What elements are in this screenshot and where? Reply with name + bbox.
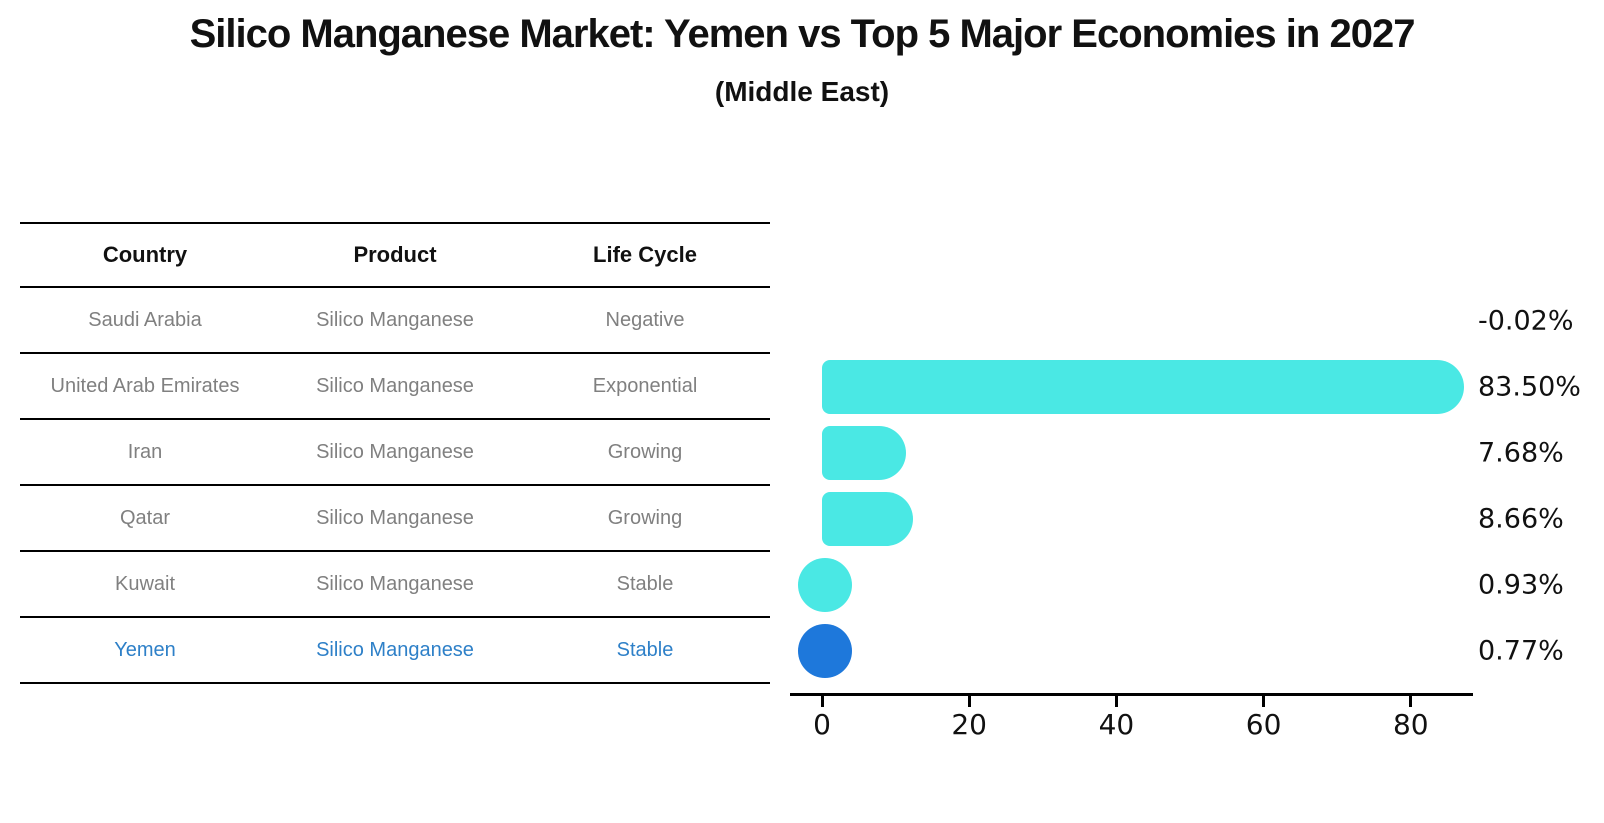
table-body: Saudi Arabia Silico Manganese Negative Unit… [20, 288, 770, 684]
bar-value-label: 0.93% [1478, 569, 1564, 601]
table-header-life-cycle: Life Cycle [593, 242, 697, 267]
page-subtitle: (Middle East) [714, 76, 890, 107]
bar-value-label: 0.77% [1478, 635, 1564, 667]
cell-product: Silico Manganese [316, 308, 474, 331]
cell-life-cycle: Stable [616, 638, 674, 661]
cell-country: Saudi Arabia [88, 308, 202, 331]
cell-product: Silico Manganese [316, 572, 474, 595]
chart-bar [797, 624, 852, 678]
x-axis-tick [1409, 696, 1413, 707]
bar-value-label: 83.50% [1478, 371, 1581, 403]
x-axis-tick [820, 696, 824, 707]
cell-life-cycle: Exponential [592, 374, 698, 397]
table-row: Yemen Silico Manganese Stable [20, 618, 770, 684]
x-axis-tick [1114, 696, 1118, 707]
cell-country: Kuwait [114, 572, 176, 595]
chart-bar [798, 558, 853, 612]
table-row: Kuwait Silico Manganese Stable [20, 552, 770, 618]
table-row: Saudi Arabia Silico Manganese Negative [20, 288, 770, 354]
cell-country: Iran [127, 440, 163, 463]
cell-country: Yemen [114, 638, 176, 661]
x-axis-tick-label: 0 [813, 708, 831, 741]
bar-value-label: -0.02% [1478, 305, 1574, 337]
bar-value-label: 7.68% [1478, 437, 1564, 469]
cell-product: Silico Manganese [316, 374, 474, 397]
chart-bar [822, 492, 913, 546]
cell-product: Silico Manganese [316, 506, 474, 529]
x-axis-tick-label: 80 [1392, 708, 1429, 741]
table-header-product: Product [353, 242, 437, 267]
table-header-country: Country [102, 242, 188, 267]
cell-product: Silico Manganese [316, 638, 474, 661]
cell-life-cycle: Growing [607, 440, 683, 463]
country-table: Country Product Life Cycle Saudi Arabia S… [20, 222, 770, 684]
chart-bar [822, 360, 1464, 414]
cell-life-cycle: Negative [605, 308, 685, 331]
cell-country: United Arab Emirates [50, 374, 240, 397]
table-row: Qatar Silico Manganese Growing [20, 486, 770, 552]
x-axis-line [790, 693, 1473, 696]
x-axis-tick-label: 60 [1245, 708, 1282, 741]
table-header-row: Country Product Life Cycle [20, 222, 770, 288]
table-row: Iran Silico Manganese Growing [20, 420, 770, 486]
x-axis-tick [1262, 696, 1266, 707]
x-axis-tick [967, 696, 971, 707]
x-axis-tick-label: 20 [951, 708, 988, 741]
cell-life-cycle: Growing [607, 506, 683, 529]
cell-life-cycle: Stable [616, 572, 674, 595]
chart-bar [822, 426, 906, 480]
x-axis-tick-label: 40 [1098, 708, 1135, 741]
page-title: Silico Manganese Market: Yemen vs Top 5 … [189, 12, 1416, 56]
bar-value-label: 8.66% [1478, 503, 1564, 535]
table-row: United Arab Emirates Silico Manganese Expo… [20, 354, 770, 420]
cell-country: Qatar [119, 506, 171, 529]
cell-product: Silico Manganese [316, 440, 474, 463]
